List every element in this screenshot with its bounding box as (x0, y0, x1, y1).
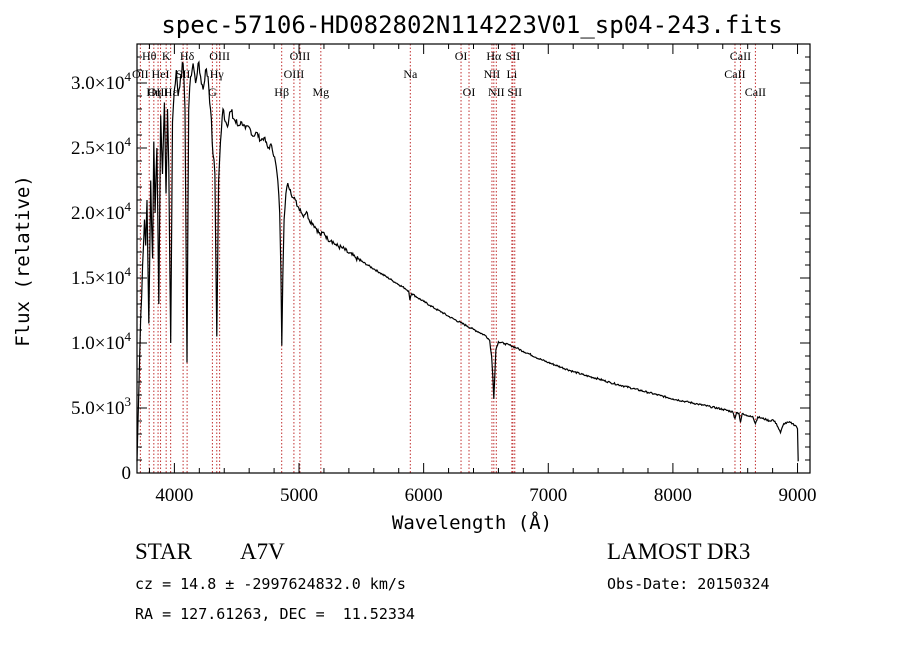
y-axis-label: Flux (relative) (12, 175, 34, 347)
y-tick-label: 2.0×104 (71, 199, 131, 224)
spectral-line-label: NII (484, 67, 501, 81)
spectral-line-label: G (208, 85, 217, 99)
y-tick-mantissa: 5.0×10 (71, 398, 124, 419)
y-tick-label: 5.0×103 (71, 394, 131, 419)
y-tick-exponent: 4 (125, 329, 132, 344)
spectral-line-label: OI (455, 49, 468, 63)
spectral-line-label: Hβ (274, 85, 289, 99)
spectral-line-label: Hε (164, 85, 178, 99)
x-tick-label: 9000 (779, 485, 817, 506)
object-type: STAR (135, 539, 192, 564)
spectral-line-label: OIII (209, 49, 230, 63)
spectral-line-label: Na (403, 67, 418, 81)
y-tick-label: 0 (122, 463, 132, 484)
spectral-line-label: Hθ (142, 49, 157, 63)
y-tick-mantissa: 1.5×10 (71, 268, 124, 289)
x-axis-tick-labels: 4000 5000 6000 7000 8000 9000 (155, 485, 816, 506)
y-tick-exponent: 4 (125, 134, 132, 149)
spectral-class: A7V (240, 539, 285, 564)
spectral-line-label: Hγ (210, 67, 225, 81)
spectral-line-label: OI (463, 85, 476, 99)
x-tick-label: 7000 (529, 485, 567, 506)
axis-ticks (137, 43, 810, 474)
y-tick-exponent: 4 (125, 264, 132, 279)
spectral-line-label: HeI (152, 67, 170, 81)
chart-title: spec-57106-HD082802N114223V01_sp04-243.f… (161, 11, 782, 39)
y-tick-exponent: 4 (125, 69, 132, 84)
spectral-line-label: Hα (486, 49, 502, 63)
y-tick-mantissa: 2.0×10 (71, 203, 124, 224)
x-tick-label: 5000 (280, 485, 318, 506)
y-tick-mantissa: 2.5×10 (71, 138, 124, 159)
y-tick-exponent: 3 (125, 394, 132, 409)
spectral-line-label: OIII (284, 67, 305, 81)
x-axis-label: Wavelength (Å) (392, 511, 552, 534)
spectral-line-label: OII (132, 67, 149, 81)
y-tick-mantissa: 1.0×10 (71, 333, 124, 354)
plot-frame (136, 43, 811, 474)
spectral-line-label: Mg (312, 85, 329, 99)
spectral-line-label: K (162, 49, 171, 63)
spectral-line-markers (139, 44, 756, 473)
y-tick-exponent: 4 (125, 199, 132, 214)
spectrum-series-line (136, 60, 799, 462)
y-tick-label: 2.5×104 (71, 134, 131, 159)
x-tick-label: 4000 (155, 485, 193, 506)
redshift-info: cz = 14.8 ± -2997624832.0 km/s (135, 575, 406, 593)
spectral-line-label: CaII (745, 85, 766, 99)
y-tick-label: 1.5×104 (71, 264, 131, 289)
spectral-line-label: SII (507, 85, 522, 99)
spectral-line-label: OIII (290, 49, 311, 63)
x-tick-label: 6000 (405, 485, 443, 506)
obs-date: Obs-Date: 20150324 (607, 575, 770, 593)
spectral-line-label: SII (506, 49, 521, 63)
y-tick-label: 3.0×104 (71, 69, 131, 94)
spectral-line-label: NII (488, 85, 505, 99)
coordinates: RA = 127.61263, DEC = 11.52334 (135, 605, 415, 623)
survey-name: LAMOST DR3 (607, 539, 751, 564)
spectral-line-label: CaII (730, 49, 751, 63)
spectral-line-label: Li (507, 67, 518, 81)
spectral-line-label: CaII (724, 67, 745, 81)
spectral-line-label: Hη (146, 85, 161, 99)
spectrum-chart: spec-57106-HD082802N114223V01_sp04-243.f… (12, 11, 817, 534)
y-tick-mantissa: 3.0×10 (71, 73, 124, 94)
y-tick-label: 1.0×104 (71, 329, 131, 354)
spectral-line-label: Hδ (180, 49, 195, 63)
x-tick-label: 8000 (654, 485, 692, 506)
y-axis-tick-labels: 05.0×1031.0×1041.5×1042.0×1042.5×1043.0×… (71, 69, 131, 484)
spectral-line-label: OIII (148, 85, 169, 99)
y-tick-mantissa: 0 (122, 463, 132, 484)
